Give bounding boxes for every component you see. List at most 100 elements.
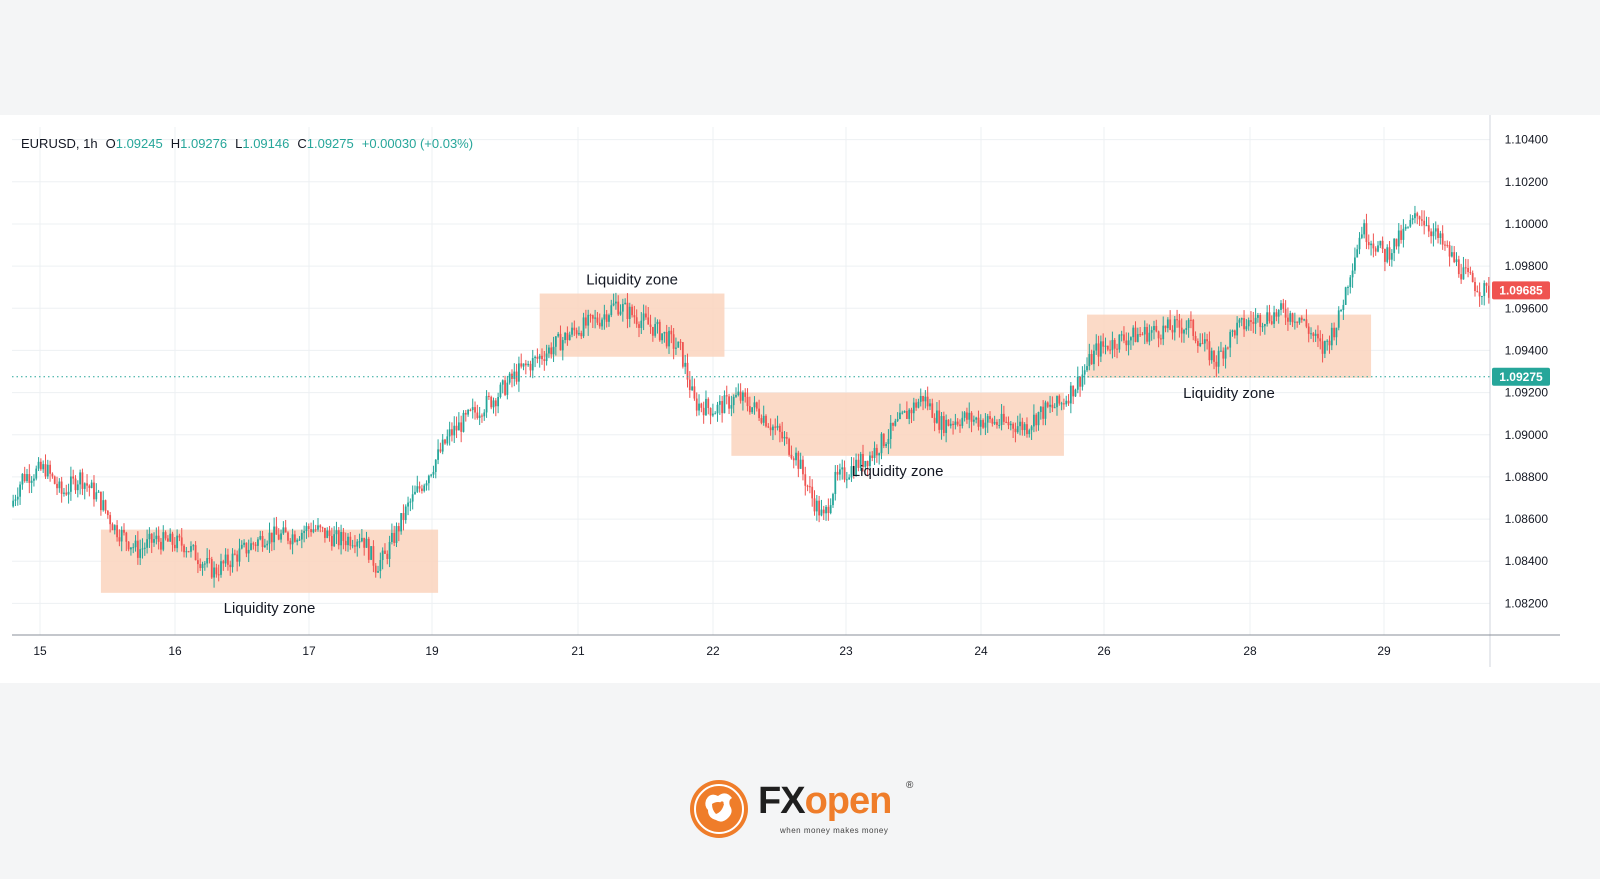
candle-body <box>640 320 643 328</box>
candle-body <box>247 549 250 554</box>
candle-body <box>402 513 405 521</box>
candle-body <box>571 327 573 335</box>
candle-body <box>393 532 396 543</box>
candle-body <box>912 402 915 414</box>
candle-body <box>1245 326 1248 330</box>
candle-body <box>476 412 479 418</box>
change-value: +0.00030 (+0.03%) <box>361 136 474 151</box>
candle-body <box>1423 220 1426 226</box>
candle-body <box>1021 421 1024 431</box>
candle-body <box>434 459 437 472</box>
candle-body <box>1485 283 1488 286</box>
candle-body <box>1019 421 1021 427</box>
candle-body <box>1058 395 1061 404</box>
candle-body <box>1388 247 1391 260</box>
candle-body <box>1160 338 1162 340</box>
candle-body <box>1457 259 1460 275</box>
candle-body <box>1136 334 1139 342</box>
candle-body <box>1035 414 1038 426</box>
candle-body <box>46 464 49 477</box>
candle-body <box>26 474 28 482</box>
candle-body <box>51 473 54 477</box>
candle-body <box>178 535 181 538</box>
candle-body <box>1012 423 1015 429</box>
y-tick-label: 1.08800 <box>1505 470 1549 484</box>
candle-body <box>892 422 894 426</box>
candle-body <box>1381 240 1384 249</box>
candle-body <box>58 481 61 489</box>
candle-body <box>233 553 236 555</box>
candle-body <box>19 484 21 497</box>
candle-body <box>656 321 659 325</box>
candle-body <box>896 419 899 421</box>
candle-body <box>882 433 885 446</box>
candle-body <box>1340 310 1342 312</box>
candle-body <box>231 553 234 568</box>
candle-body <box>492 400 495 408</box>
candle-body <box>1476 290 1479 293</box>
candle-body <box>972 419 975 422</box>
candle-body <box>1007 421 1010 426</box>
candle-body <box>924 396 927 402</box>
candle-body <box>723 395 726 414</box>
candle-body <box>589 314 592 316</box>
candle-body <box>1326 340 1329 342</box>
candle-body <box>698 403 700 411</box>
candle-body <box>850 466 853 478</box>
candle-body <box>33 478 35 481</box>
candle-body <box>730 405 733 409</box>
candle-body <box>469 409 472 411</box>
x-tick-label: 23 <box>839 644 853 658</box>
candle-body <box>328 530 331 536</box>
candle-body <box>464 412 467 415</box>
candle-body <box>714 413 717 415</box>
candle-body <box>1317 333 1319 339</box>
y-tick-label: 1.10400 <box>1505 133 1549 147</box>
candle-body <box>628 306 631 319</box>
candle-body <box>1319 338 1322 342</box>
candle-body <box>954 421 957 426</box>
x-tick-label: 15 <box>33 644 47 658</box>
candle-body <box>1176 319 1178 321</box>
candle-body <box>774 426 777 428</box>
candle-body <box>342 532 345 541</box>
candle-body <box>1416 213 1419 217</box>
candle-body <box>28 474 31 483</box>
candle-body <box>176 535 179 549</box>
candle-body <box>130 547 132 550</box>
candle-body <box>1481 296 1483 298</box>
candle-body <box>748 406 751 413</box>
candle-body <box>1300 317 1303 321</box>
candle-body <box>1360 234 1363 238</box>
candle-body <box>718 401 721 405</box>
candle-body <box>1104 345 1107 347</box>
candle-body <box>878 453 881 456</box>
candle-body <box>845 479 848 481</box>
candle-body <box>1446 244 1449 246</box>
candlestick-chart[interactable]: 1.08200 1.08400 1.08600 1.08800 1.09000 1.092… <box>0 115 1600 683</box>
candle-body <box>1464 267 1467 269</box>
candle-body <box>1093 350 1095 365</box>
y-tick-label: 1.09200 <box>1505 386 1549 400</box>
candle-body <box>1287 317 1289 322</box>
candle-body <box>915 402 918 408</box>
candle-body <box>1026 424 1028 435</box>
candle-body <box>615 301 617 304</box>
candle-body <box>444 439 446 444</box>
candle-body <box>769 427 772 431</box>
candle-body <box>1328 340 1331 346</box>
candle-body <box>460 422 463 432</box>
candle-body <box>236 554 239 562</box>
candle-body <box>1194 335 1197 341</box>
candle-body <box>1250 320 1252 322</box>
candle-body <box>224 554 227 564</box>
candle-body <box>65 492 68 495</box>
candle-body <box>753 402 756 408</box>
candle-body <box>501 380 504 385</box>
candle-body <box>254 544 257 546</box>
candle-body <box>550 347 553 355</box>
candle-body <box>243 542 245 545</box>
chart-panel[interactable]: 1.08200 1.08400 1.08600 1.08800 1.09000 1.092… <box>0 115 1600 683</box>
candle-body <box>1236 322 1239 336</box>
candle-body <box>1079 376 1081 387</box>
